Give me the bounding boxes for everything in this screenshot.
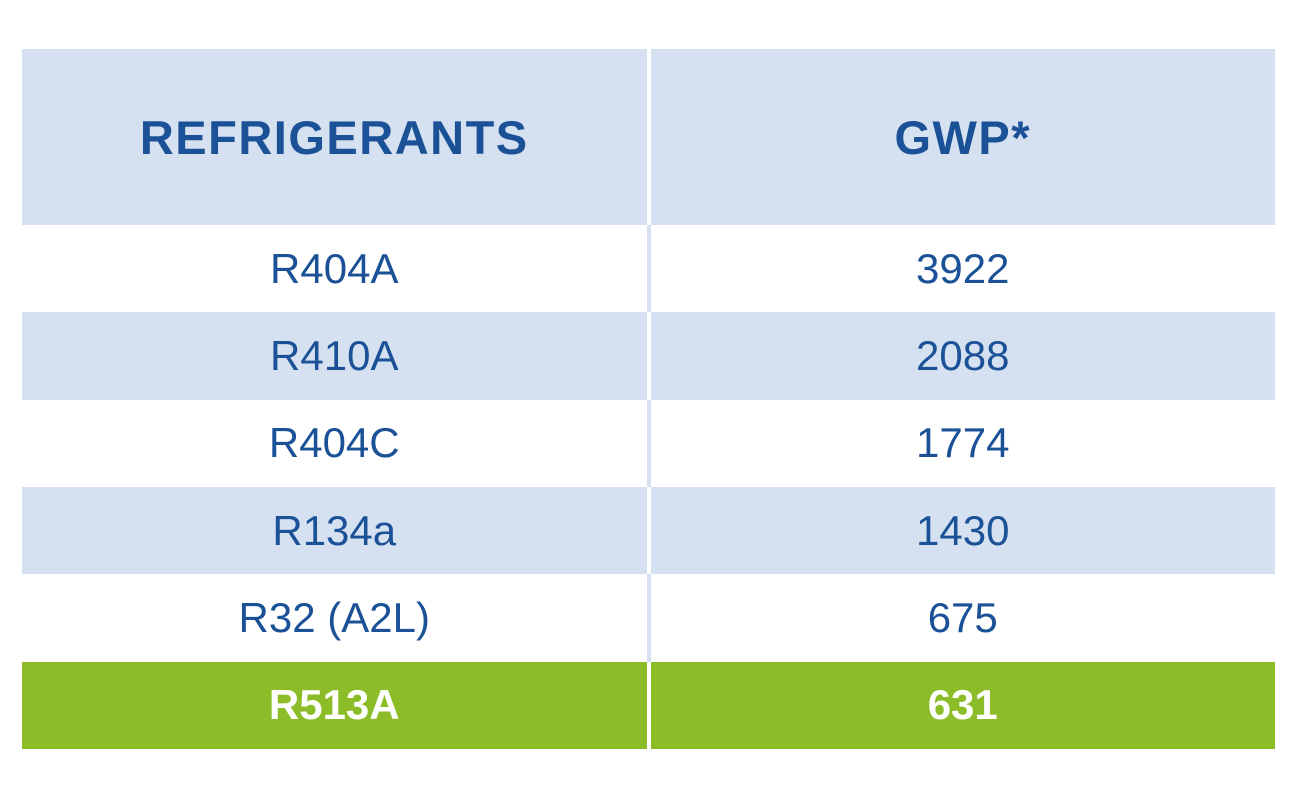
table-row: R410A 2088 — [22, 312, 1275, 400]
column-header-gwp: GWP* — [650, 49, 1275, 225]
refrigerant-name-cell: R513A — [22, 661, 647, 749]
gwp-value-cell: 631 — [650, 661, 1275, 749]
refrigerant-name-cell: R410A — [22, 312, 647, 400]
refrigerants-gwp-table: REFRIGERANTS GWP* R404A 3922 R410A 2088 … — [22, 49, 1275, 749]
refrigerant-name-cell: R32 (A2L) — [22, 574, 647, 662]
table-row-highlighted: R513A 631 — [22, 661, 1275, 749]
table-row: R404C 1774 — [22, 399, 1275, 487]
gwp-value-cell: 1430 — [650, 486, 1275, 575]
gwp-value-cell: 3922 — [650, 225, 1275, 313]
table-row: R134a 1430 — [22, 486, 1275, 575]
table-row: R32 (A2L) 675 — [22, 574, 1275, 662]
refrigerant-name-cell: R404A — [22, 225, 647, 313]
column-header-refrigerants: REFRIGERANTS — [22, 49, 647, 225]
table-header-row: REFRIGERANTS GWP* — [22, 49, 1275, 225]
table-row: R404A 3922 — [22, 225, 1275, 313]
gwp-value-cell: 2088 — [650, 312, 1275, 400]
refrigerant-name-cell: R134a — [22, 486, 647, 575]
refrigerant-name-cell: R404C — [22, 399, 647, 487]
gwp-value-cell: 675 — [650, 574, 1275, 662]
gwp-value-cell: 1774 — [650, 399, 1275, 487]
